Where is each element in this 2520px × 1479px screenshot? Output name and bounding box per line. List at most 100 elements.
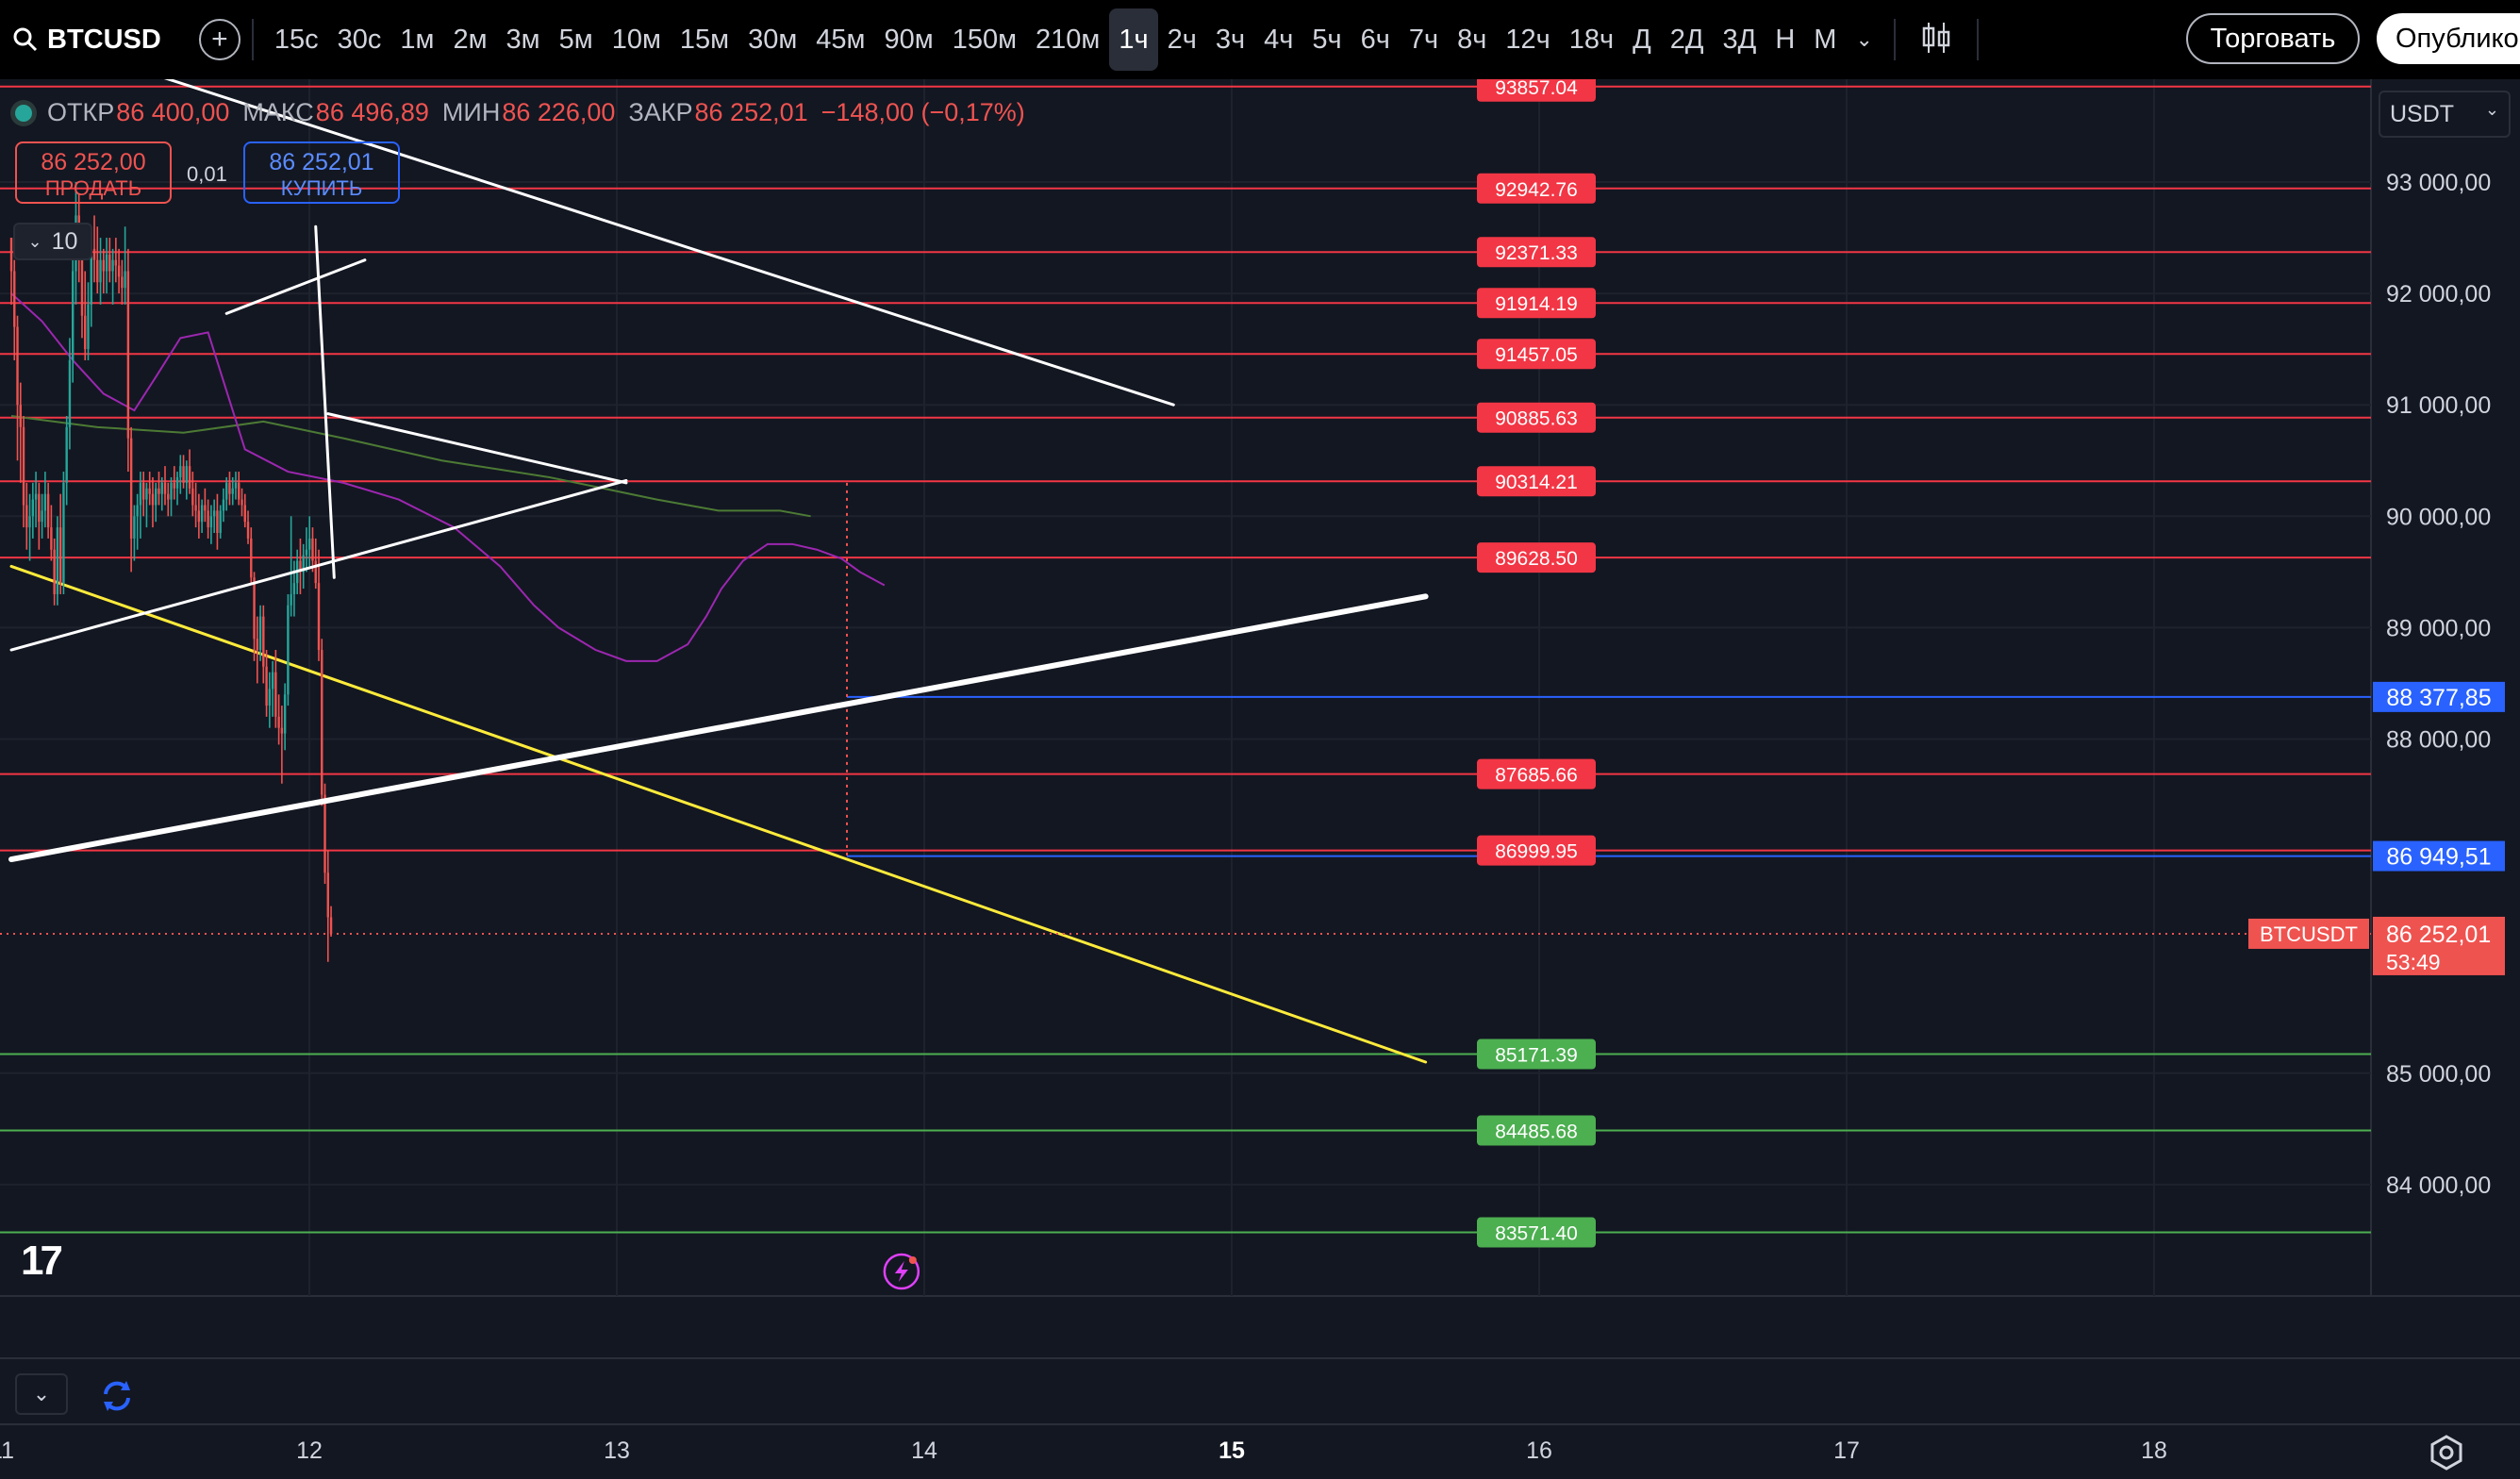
candle-body	[9, 238, 13, 272]
buy-button[interactable]: 86 252,01 КУПИТЬ	[243, 141, 400, 204]
ohlc-legend: ОТКР 86 400,00 МАКС 86 496,89 МИН 86 226,00…	[15, 98, 1038, 127]
interval-12[interactable]: 210м	[1036, 25, 1101, 55]
compare-add-button[interactable]: +	[198, 19, 240, 60]
interval-27[interactable]: М	[1814, 25, 1837, 55]
red-level-tag	[1477, 339, 1596, 370]
red-level-tag	[1477, 79, 1596, 102]
publish-button[interactable]: Опубликовать	[2377, 13, 2520, 64]
interval-9[interactable]: 45м	[816, 25, 866, 55]
symbol-name[interactable]: BTCUSD	[47, 24, 161, 55]
interval-19[interactable]: 7ч	[1408, 25, 1439, 55]
moving-average-purple	[10, 292, 886, 662]
blue-level-tag	[2373, 681, 2505, 712]
interval-0[interactable]: 15с	[274, 25, 319, 55]
currency-select[interactable]: USDT ⌄	[2379, 91, 2511, 138]
price-axis-label: 89 000,00	[2386, 615, 2491, 641]
interval-15[interactable]: 3ч	[1215, 25, 1246, 55]
open-value: 86 400,00	[116, 98, 230, 126]
price-axis-label: 91 000,00	[2386, 392, 2491, 419]
interval-2[interactable]: 1м	[400, 25, 435, 55]
candle-body	[317, 583, 321, 651]
interval-10[interactable]: 90м	[884, 25, 934, 55]
interval-26[interactable]: Н	[1775, 25, 1796, 55]
indicators-toggle[interactable]: ⌄ 10	[13, 223, 92, 260]
candle-body	[219, 510, 222, 534]
candle-body	[243, 505, 246, 523]
candle-body	[148, 488, 151, 494]
candle-body	[314, 560, 317, 584]
tradingview-logo: 17	[21, 1238, 63, 1284]
interval-16[interactable]: 4ч	[1264, 25, 1294, 55]
interval-13[interactable]: 1ч	[1109, 8, 1158, 71]
toolbar-divider	[1893, 19, 1896, 60]
candle-body	[163, 482, 167, 494]
collapse-panel-button[interactable]: ⌄	[15, 1373, 68, 1415]
chevron-down-icon[interactable]: ⌄	[1855, 27, 1873, 51]
interval-20[interactable]: 8ч	[1457, 25, 1487, 55]
interval-4[interactable]: 3м	[506, 25, 540, 55]
interval-18[interactable]: 6ч	[1360, 25, 1390, 55]
interval-6[interactable]: 10м	[611, 25, 661, 55]
lightning-icon	[894, 1261, 908, 1282]
candle-body	[50, 527, 53, 550]
candle-body	[117, 265, 121, 277]
low-value: 86 226,00	[502, 98, 616, 126]
candle-body	[308, 538, 311, 550]
green-level-tag	[1477, 1115, 1596, 1146]
candle-body	[56, 527, 59, 594]
candle-body	[290, 593, 292, 606]
interval-21[interactable]: 12ч	[1505, 25, 1550, 55]
gear-icon[interactable]	[2428, 1434, 2465, 1471]
trend-line-white	[8, 593, 1429, 863]
candle-body	[155, 488, 158, 506]
red-level-label: 91914.19	[1495, 293, 1578, 315]
candle-body	[228, 482, 231, 494]
time-axis-label: 15	[1219, 1437, 1245, 1464]
last-price-tag	[2373, 916, 2505, 975]
high-value: 86 496,89	[315, 98, 429, 126]
candle-body	[13, 271, 16, 327]
red-level-label: 91457.05	[1495, 344, 1578, 366]
red-level-tag	[1477, 466, 1596, 497]
interval-24[interactable]: 2Д	[1669, 25, 1704, 55]
trend-line-white	[224, 258, 367, 315]
indicators-count: 10	[51, 227, 78, 255]
interval-25[interactable]: 3Д	[1722, 25, 1757, 55]
refresh-icon[interactable]	[98, 1377, 136, 1415]
chart-type-button[interactable]	[1907, 21, 1965, 59]
interval-11[interactable]: 150м	[952, 25, 1018, 55]
interval-1[interactable]: 30с	[337, 25, 382, 55]
candle-body	[38, 493, 41, 523]
candle-body	[124, 271, 126, 289]
close-label: ЗАКР	[628, 98, 693, 126]
interval-22[interactable]: 18ч	[1568, 25, 1615, 55]
candle-body	[68, 359, 72, 427]
candle-body	[151, 493, 155, 506]
symbol-search[interactable]: BTCUSD	[13, 0, 161, 79]
candle-body	[141, 482, 145, 500]
interval-5[interactable]: 5м	[558, 25, 593, 55]
price-axis-label: 93 000,00	[2386, 170, 2491, 196]
interval-17[interactable]: 5ч	[1312, 25, 1342, 55]
interval-23[interactable]: Д	[1633, 25, 1651, 55]
price-chart[interactable]: 11 12 13 14 15 16 17 18 93 000,00 92 000,00 91 000…	[0, 79, 2520, 1479]
interval-3[interactable]: 2м	[453, 25, 488, 55]
interval-14[interactable]: 2ч	[1167, 25, 1197, 55]
candle-body	[246, 522, 250, 539]
candle-body	[133, 516, 136, 539]
sell-button[interactable]: 86 252,00 ПРОДАТЬ	[15, 141, 172, 204]
green-level-label: 85171.39	[1495, 1045, 1578, 1067]
interval-8[interactable]: 30м	[748, 25, 798, 55]
interval-7[interactable]: 15м	[679, 25, 730, 55]
candle-body	[53, 549, 56, 594]
trade-button[interactable]: Торговать	[2186, 13, 2360, 64]
candle-body	[287, 605, 290, 695]
candle-body	[129, 438, 133, 539]
red-level-label: 93857.04	[1495, 79, 1578, 99]
red-level-tag	[1477, 542, 1596, 573]
candle-body	[170, 482, 173, 500]
candle-body	[28, 516, 31, 528]
candle-body	[253, 577, 256, 640]
high-label: МАКС	[242, 98, 314, 126]
time-axis-label: 17	[1833, 1437, 1860, 1464]
